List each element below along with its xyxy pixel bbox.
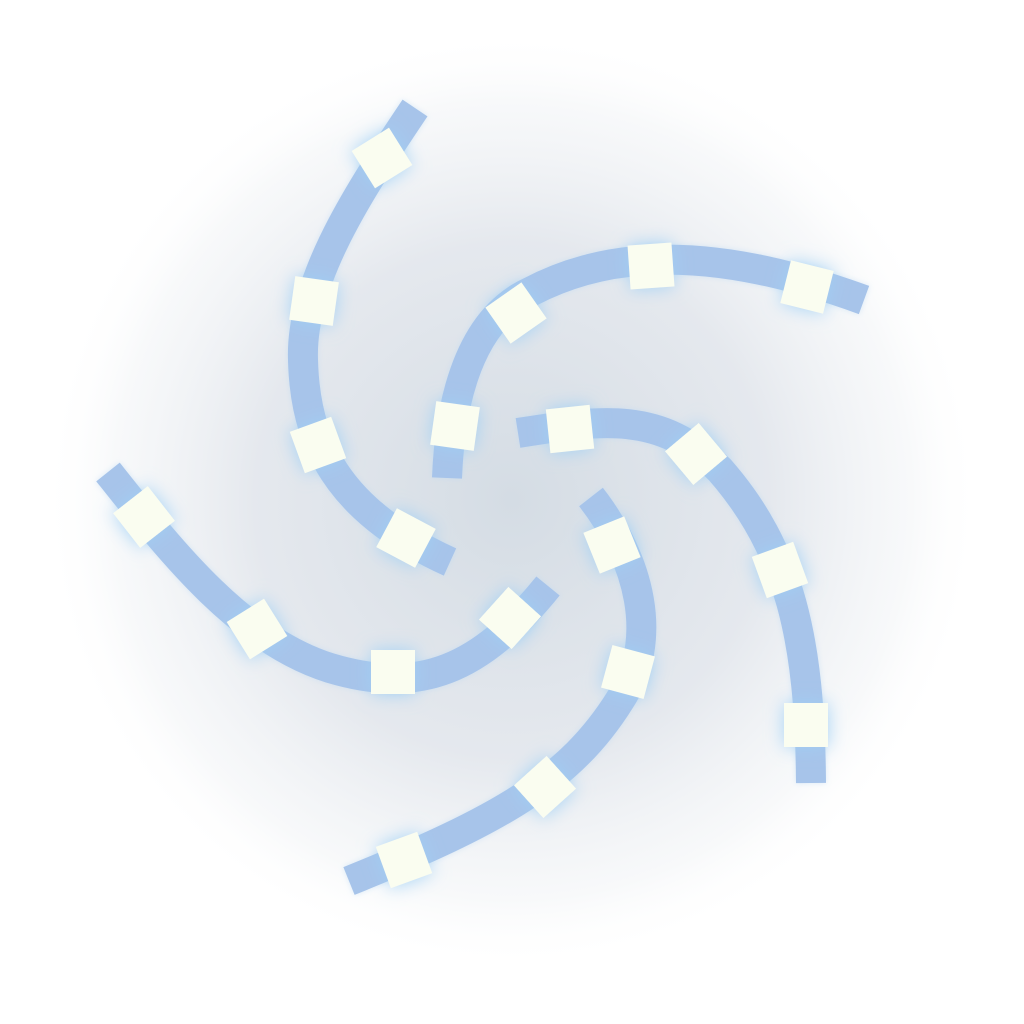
swirl-arms <box>96 99 870 895</box>
arm-bottom <box>343 487 657 895</box>
arm-left <box>96 462 560 694</box>
arm-top-left-node <box>289 276 339 326</box>
arm-right-node <box>784 703 828 747</box>
arm-top-right-node <box>430 401 480 451</box>
arm-top-left-node <box>351 127 413 189</box>
arm-top-right-node <box>780 260 834 314</box>
swirl-nodes <box>113 127 834 889</box>
arm-left-node <box>226 598 288 660</box>
arm-top-right-node <box>627 242 675 290</box>
arm-bottom-node <box>375 831 433 889</box>
arm-left-node <box>113 486 175 548</box>
arm-top-right-node <box>485 282 547 344</box>
arm-top-left-node <box>289 416 347 474</box>
arm-top-left <box>287 99 457 576</box>
arm-left-node <box>371 650 415 694</box>
arm-right-node <box>545 404 595 454</box>
arm-top-left-node <box>376 508 436 568</box>
arm-bottom-node <box>601 645 655 699</box>
arm-bottom-node <box>583 516 641 574</box>
background-glow <box>42 30 982 970</box>
arm-left-node <box>478 586 542 650</box>
arm-top-right <box>432 244 870 479</box>
arm-right <box>515 408 826 784</box>
arm-right-node <box>665 423 727 485</box>
arm-bottom-node <box>513 755 577 819</box>
arm-right-node <box>751 541 809 599</box>
